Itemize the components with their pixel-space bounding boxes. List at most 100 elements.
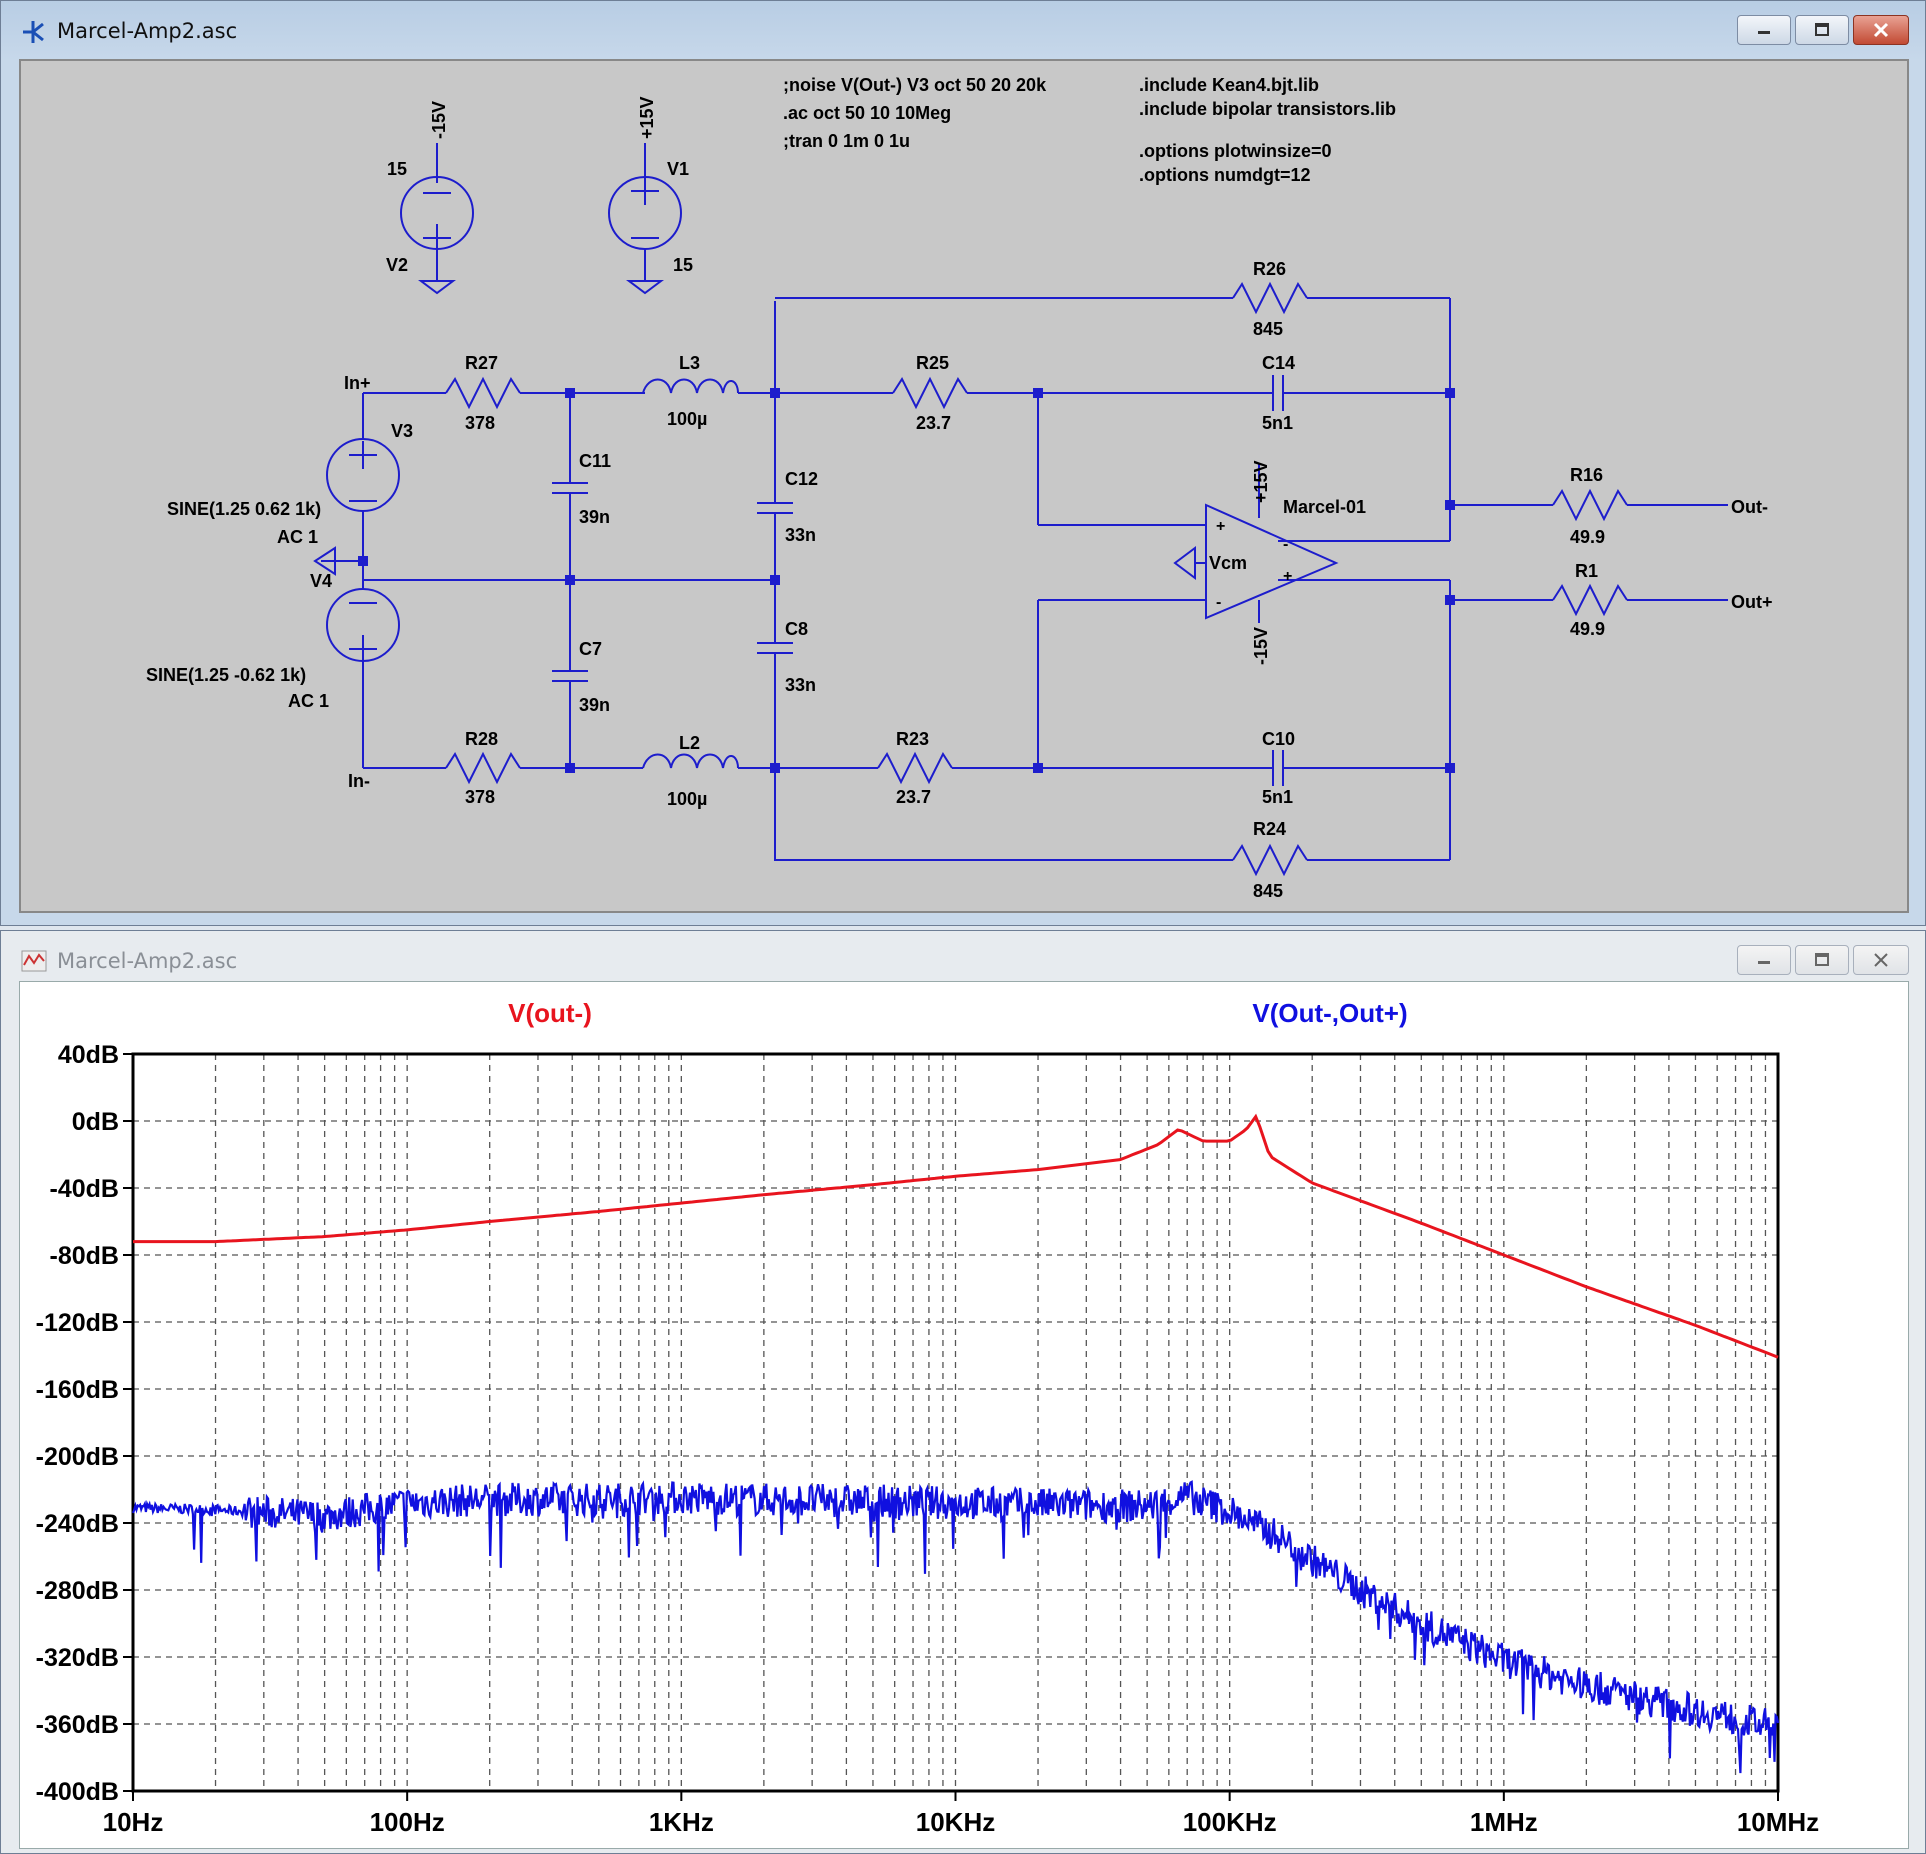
v4-value[interactable]: SINE(1.25 -0.62 1k) xyxy=(146,665,306,685)
minimize-icon xyxy=(1758,961,1770,964)
in-plus-label[interactable]: In+ xyxy=(344,373,371,393)
r25-name[interactable]: R25 xyxy=(916,353,949,373)
v4-ac[interactable]: AC 1 xyxy=(288,691,329,711)
close-button[interactable] xyxy=(1853,15,1909,45)
schematic-window-title: Marcel-Amp2.asc xyxy=(57,19,238,43)
c7-name[interactable]: C7 xyxy=(579,639,602,659)
in-minus-label[interactable]: In- xyxy=(348,771,370,791)
v2-net-label[interactable]: -15V xyxy=(429,101,449,139)
c7-value[interactable]: 39n xyxy=(579,695,610,715)
legend-entry: V(out-) xyxy=(508,998,592,1028)
maximize-button[interactable] xyxy=(1795,15,1849,45)
options-directive-2[interactable]: .options numdgt=12 xyxy=(1139,165,1311,185)
v3-value[interactable]: SINE(1.25 0.62 1k) xyxy=(167,499,321,519)
plot-frame xyxy=(131,1052,1780,1793)
r24-value[interactable]: 845 xyxy=(1253,881,1283,901)
v4-name[interactable]: V4 xyxy=(310,571,332,591)
noise-directive[interactable]: ;noise V(Out-) V3 oct 50 20 20k xyxy=(783,75,1047,95)
r25-value[interactable]: 23.7 xyxy=(916,413,951,433)
opamp-pos-supply-label[interactable]: +15V xyxy=(1251,460,1271,503)
r1-value[interactable]: 49.9 xyxy=(1570,619,1605,639)
v1-net-label[interactable]: +15V xyxy=(637,96,657,139)
y-tick-label: -160dB xyxy=(36,1376,119,1404)
opamp-in-minus-sign: - xyxy=(1216,594,1221,611)
v2-value[interactable]: 15 xyxy=(387,159,407,179)
y-tick-label: -200dB xyxy=(36,1443,119,1471)
x-tick-label: 100KHz xyxy=(1183,1807,1277,1837)
c11-value[interactable]: 39n xyxy=(579,507,610,527)
include-directive-2[interactable]: .include bipolar transistors.lib xyxy=(1139,99,1396,119)
l3-name[interactable]: L3 xyxy=(679,353,700,373)
x-tick-label: 100Hz xyxy=(370,1807,445,1837)
c14-value[interactable]: 5n1 xyxy=(1262,413,1293,433)
c12-value[interactable]: 33n xyxy=(785,525,816,545)
series-line-vout-diff xyxy=(131,1480,1780,1774)
r28-value[interactable]: 378 xyxy=(465,787,495,807)
opamp-out-minus-sign: - xyxy=(1283,536,1288,553)
maximize-icon xyxy=(1815,953,1829,966)
l2-value[interactable]: 100µ xyxy=(667,789,707,809)
r23-name[interactable]: R23 xyxy=(896,729,929,749)
schematic-app-icon xyxy=(23,21,44,43)
v1-name[interactable]: V1 xyxy=(667,159,689,179)
x-tick-label: 10Hz xyxy=(103,1807,164,1837)
opamp-name[interactable]: Marcel-01 xyxy=(1283,497,1366,517)
schematic-titlebar[interactable]: Marcel-Amp2.asc xyxy=(1,1,1925,61)
bode-plot[interactable]: 10Hz 100Hz 1KHz 10KHz 100KHz 1MHz 10MHz 40dB 0dB… xyxy=(20,982,1908,1848)
out-minus-label[interactable]: Out- xyxy=(1731,497,1768,517)
out-plus-label[interactable]: Out+ xyxy=(1731,592,1773,612)
vcm-label[interactable]: Vcm xyxy=(1209,553,1247,573)
plot-minimize-button[interactable] xyxy=(1737,945,1791,975)
r26-value[interactable]: 845 xyxy=(1253,319,1283,339)
tran-directive[interactable]: ;tran 0 1m 0 1u xyxy=(783,131,910,151)
schematic-drawing[interactable]: ;noise V(Out-) V3 oct 50 20 20k .ac oct … xyxy=(21,61,1907,911)
options-directive-1[interactable]: .options plotwinsize=0 xyxy=(1139,141,1332,161)
c14-name[interactable]: C14 xyxy=(1262,353,1295,373)
y-tick-label: -280dB xyxy=(36,1577,119,1605)
r27-value[interactable]: 378 xyxy=(465,413,495,433)
v1-value[interactable]: 15 xyxy=(673,255,693,275)
r26-name[interactable]: R26 xyxy=(1253,259,1286,279)
include-directive-1[interactable]: .include Kean4.bjt.lib xyxy=(1139,75,1319,95)
ac-directive[interactable]: .ac oct 50 10 10Meg xyxy=(783,103,951,123)
opamp-in-plus-sign: + xyxy=(1216,518,1225,535)
x-tick-label: 10MHz xyxy=(1737,1807,1819,1837)
y-tick-label: 0dB xyxy=(72,1108,119,1136)
y-tick-label: -400dB xyxy=(36,1778,119,1806)
r23-value[interactable]: 23.7 xyxy=(896,787,931,807)
waveform-app-icon xyxy=(21,950,47,972)
close-icon xyxy=(1873,22,1889,38)
r16-value[interactable]: 49.9 xyxy=(1570,527,1605,547)
schematic-window[interactable]: Marcel-Amp2.asc xyxy=(0,0,1926,926)
r16-name[interactable]: R16 xyxy=(1570,465,1603,485)
x-tick-label: 10KHz xyxy=(916,1807,995,1837)
y-tick-label: -80dB xyxy=(50,1242,119,1270)
plot-window[interactable]: Marcel-Amp2.asc 10Hz 100Hz 1KHz 10KHz 100KHz… xyxy=(0,930,1926,1854)
c8-name[interactable]: C8 xyxy=(785,619,808,639)
minimize-icon xyxy=(1758,31,1770,34)
plot-pane[interactable]: 10Hz 100Hz 1KHz 10KHz 100KHz 1MHz 10MHz 40dB 0dB… xyxy=(19,981,1909,1849)
l2-name[interactable]: L2 xyxy=(679,733,700,753)
plot-maximize-button[interactable] xyxy=(1795,945,1849,975)
r27-name[interactable]: R27 xyxy=(465,353,498,373)
r24-name[interactable]: R24 xyxy=(1253,819,1286,839)
schematic-canvas[interactable]: ;noise V(Out-) V3 oct 50 20 20k .ac oct … xyxy=(19,59,1909,913)
plot-titlebar[interactable]: Marcel-Amp2.asc xyxy=(1,931,1925,991)
r28-name[interactable]: R28 xyxy=(465,729,498,749)
c10-name[interactable]: C10 xyxy=(1262,729,1295,749)
plot-close-button[interactable] xyxy=(1853,945,1909,975)
c10-value[interactable]: 5n1 xyxy=(1262,787,1293,807)
y-tick-label: -320dB xyxy=(36,1644,119,1672)
y-tick-label: -40dB xyxy=(50,1175,119,1203)
l3-value[interactable]: 100µ xyxy=(667,409,707,429)
close-icon xyxy=(1874,953,1888,967)
minimize-button[interactable] xyxy=(1737,15,1791,45)
v3-name[interactable]: V3 xyxy=(391,421,413,441)
v2-name[interactable]: V2 xyxy=(386,255,408,275)
v3-ac[interactable]: AC 1 xyxy=(277,527,318,547)
r1-name[interactable]: R1 xyxy=(1575,561,1598,581)
opamp-neg-supply-label[interactable]: -15V xyxy=(1251,627,1271,665)
c11-name[interactable]: C11 xyxy=(579,451,611,471)
c8-value[interactable]: 33n xyxy=(785,675,816,695)
c12-name[interactable]: C12 xyxy=(785,469,818,489)
